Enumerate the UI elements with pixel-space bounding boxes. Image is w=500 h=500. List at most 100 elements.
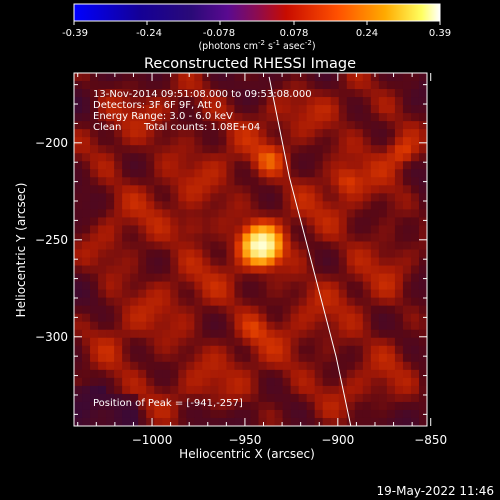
heatmap-cell xyxy=(330,281,340,291)
heatmap-cell xyxy=(274,257,284,267)
heatmap-cell xyxy=(234,193,244,202)
heatmap-cell xyxy=(106,97,115,106)
heatmap-cell xyxy=(74,265,83,275)
axis-tick-labels: −1000 −950 −900 −850−200−250−300 xyxy=(35,136,447,447)
heatmap-cell xyxy=(402,337,412,347)
heatmap-cell xyxy=(234,297,244,307)
heatmap-cell xyxy=(330,137,340,146)
heatmap-cell xyxy=(386,145,396,154)
heatmap-cell xyxy=(250,97,260,106)
heatmap-cell xyxy=(138,321,147,331)
heatmap-cell xyxy=(362,257,372,267)
heatmap-cell xyxy=(130,345,139,355)
heatmap-cell xyxy=(90,225,99,235)
heatmap-cell xyxy=(138,417,147,426)
heatmap-cell xyxy=(82,113,91,122)
heatmap-cell xyxy=(266,289,276,299)
heatmap-cell xyxy=(210,273,220,283)
heatmap-cell xyxy=(74,217,83,227)
heatmap-cell xyxy=(82,273,91,283)
heatmap-cell xyxy=(122,105,131,114)
heatmap-cell xyxy=(90,129,99,138)
heatmap-cell xyxy=(322,249,332,259)
heatmap-cell xyxy=(266,185,276,194)
heatmap-cell xyxy=(122,73,131,82)
heatmap-cell xyxy=(346,193,356,202)
heatmap-cell xyxy=(410,137,420,146)
heatmap-cell xyxy=(258,121,268,130)
heatmap-cell xyxy=(234,201,244,210)
heatmap-cell xyxy=(418,73,427,82)
heatmap-cell xyxy=(386,217,396,227)
heatmap-cell xyxy=(186,289,195,299)
heatmap-cell xyxy=(370,345,380,355)
heatmap-cell xyxy=(82,105,91,114)
heatmap-cell xyxy=(338,129,348,138)
heatmap-cell xyxy=(138,137,147,146)
heatmap-cell xyxy=(146,265,155,275)
heatmap-cell xyxy=(362,377,372,387)
heatmap-cell xyxy=(386,201,396,210)
heatmap-cell xyxy=(242,353,252,363)
heatmap-cell xyxy=(354,393,364,403)
heatmap-cell xyxy=(258,321,268,331)
heatmap-cell xyxy=(114,337,123,347)
heatmap-cell xyxy=(274,129,284,138)
heatmap-cell xyxy=(74,273,83,283)
heatmap-cell xyxy=(410,217,420,227)
heatmap-cell xyxy=(106,281,115,291)
heatmap-cell xyxy=(362,137,372,146)
heatmap-cell xyxy=(282,73,292,82)
heatmap-cell xyxy=(378,417,388,426)
heatmap-cell xyxy=(298,113,308,122)
heatmap-cell xyxy=(146,225,155,235)
heatmap-cell xyxy=(306,201,316,210)
heatmap-cell xyxy=(266,281,276,291)
heatmap-cell xyxy=(202,73,211,82)
heatmap-cell xyxy=(202,265,211,275)
heatmap-cell xyxy=(386,97,396,106)
heatmap-cell xyxy=(378,393,388,403)
heatmap-cell xyxy=(290,313,300,323)
heatmap-cell xyxy=(250,201,260,210)
heatmap-cell xyxy=(234,289,244,299)
heatmap-cell xyxy=(202,369,211,379)
heatmap-cell xyxy=(306,297,316,307)
heatmap-cell xyxy=(298,393,308,403)
heatmap-cell xyxy=(210,217,220,227)
heatmap-cell xyxy=(162,113,171,122)
heatmap-cell xyxy=(226,409,236,419)
heatmap-cell xyxy=(330,217,340,227)
heatmap-cell xyxy=(306,313,316,323)
heatmap-cell xyxy=(162,417,171,426)
heatmap-cell xyxy=(162,153,171,162)
heatmap-cell xyxy=(194,169,203,178)
heatmap-cell xyxy=(370,113,380,122)
heatmap-cell xyxy=(258,313,268,323)
heatmap-cell xyxy=(306,329,316,339)
heatmap-cell xyxy=(354,289,364,299)
heatmap-cell xyxy=(306,321,316,331)
heatmap-cell xyxy=(250,73,260,82)
heatmap-cell xyxy=(130,241,139,251)
heatmap-cell xyxy=(194,105,203,114)
heatmap-cell xyxy=(266,137,276,146)
heatmap-cell xyxy=(322,265,332,275)
heatmap-cell xyxy=(186,153,195,162)
heatmap-cell xyxy=(290,337,300,347)
heatmap-cell xyxy=(210,337,220,347)
heatmap-cell xyxy=(82,241,91,251)
heatmap-cell xyxy=(234,129,244,138)
heatmap-cell xyxy=(410,241,420,251)
heatmap-cell xyxy=(146,401,155,411)
heatmap-cell xyxy=(322,353,332,363)
heatmap-cell xyxy=(82,161,91,170)
heatmap-cell xyxy=(370,233,380,243)
heatmap-cell xyxy=(98,337,107,347)
heatmap-cell xyxy=(218,369,228,379)
heatmap-cell xyxy=(194,305,203,315)
heatmap-cell xyxy=(242,169,252,178)
heatmap-cell xyxy=(218,401,228,411)
heatmap-cell xyxy=(314,345,324,355)
heatmap-cell xyxy=(242,105,252,114)
